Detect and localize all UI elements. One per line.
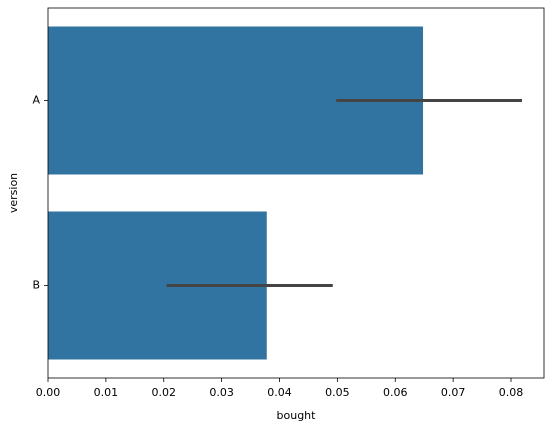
y-axis-label: version — [7, 173, 20, 213]
x-axis-label: bought — [277, 409, 317, 422]
x-tick-label: 0.06 — [383, 386, 408, 399]
x-tick-label: 0.07 — [441, 386, 466, 399]
x-tick-label: 0.05 — [325, 386, 350, 399]
x-tick-label: 0.01 — [94, 386, 119, 399]
y-tick-label: B — [32, 279, 40, 292]
x-tick-label: 0.02 — [152, 386, 177, 399]
axes-frame — [47, 7, 545, 379]
y-tick-label: A — [32, 94, 40, 107]
x-tick-label: 0.03 — [209, 386, 234, 399]
x-tick-label: 0.04 — [267, 386, 292, 399]
x-tick-label: 0.08 — [499, 386, 524, 399]
x-tick-label: 0.00 — [36, 386, 61, 399]
